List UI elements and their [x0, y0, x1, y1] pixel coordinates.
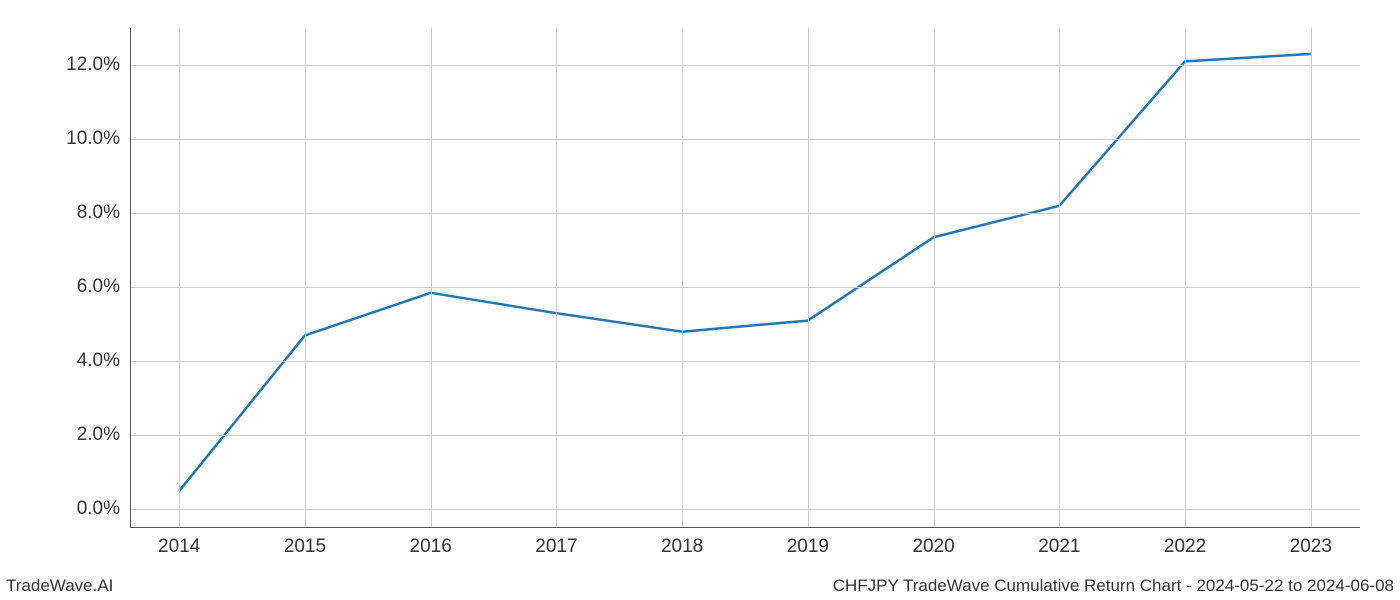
x-tick-label: 2018: [661, 536, 703, 558]
y-tick-label: 8.0%: [77, 202, 120, 224]
grid-line-horizontal: [130, 509, 1360, 510]
grid-line-vertical: [808, 28, 809, 528]
grid-line-vertical: [556, 28, 557, 528]
watermark-left: TradeWave.AI: [6, 576, 113, 596]
line-chart-svg: [130, 28, 1360, 528]
grid-line-vertical: [179, 28, 180, 528]
grid-line-vertical: [431, 28, 432, 528]
x-tick-label: 2017: [535, 536, 577, 558]
y-tick-label: 4.0%: [77, 350, 120, 372]
grid-line-horizontal: [130, 361, 1360, 362]
x-tick-label: 2016: [410, 536, 452, 558]
x-tick-label: 2021: [1038, 536, 1080, 558]
grid-line-horizontal: [130, 435, 1360, 436]
x-tick-label: 2022: [1164, 536, 1206, 558]
y-tick-label: 0.0%: [77, 498, 120, 520]
grid-line-vertical: [682, 28, 683, 528]
grid-line-vertical: [1311, 28, 1312, 528]
plot-area: 2014201520162017201820192020202120222023…: [130, 28, 1360, 528]
grid-line-vertical: [1059, 28, 1060, 528]
grid-line-vertical: [934, 28, 935, 528]
chart-container: 2014 2015 2016 2017 2018 2019 2020 2021 2022 2023…: [0, 0, 1400, 600]
grid-line-horizontal: [130, 65, 1360, 66]
grid-line-vertical: [1185, 28, 1186, 528]
y-tick-label: 6.0%: [77, 276, 120, 298]
y-tick-label: 2.0%: [77, 424, 120, 446]
x-tick-label: 2015: [284, 536, 326, 558]
y-tick-label: 12.0%: [66, 54, 120, 76]
return-line-series: [179, 54, 1311, 491]
grid-line-horizontal: [130, 213, 1360, 214]
x-tick-label: 2019: [787, 536, 829, 558]
grid-line-vertical: [305, 28, 306, 528]
grid-line-horizontal: [130, 287, 1360, 288]
y-tick-label: 10.0%: [66, 128, 120, 150]
y-axis-spine: [130, 28, 131, 528]
x-tick-label: 2014: [158, 536, 200, 558]
x-tick-label: 2020: [912, 536, 954, 558]
chart-title-caption: CHFJPY TradeWave Cumulative Return Chart…: [833, 576, 1394, 596]
x-axis-spine: [130, 527, 1360, 528]
x-tick-label: 2023: [1290, 536, 1332, 558]
grid-line-horizontal: [130, 139, 1360, 140]
